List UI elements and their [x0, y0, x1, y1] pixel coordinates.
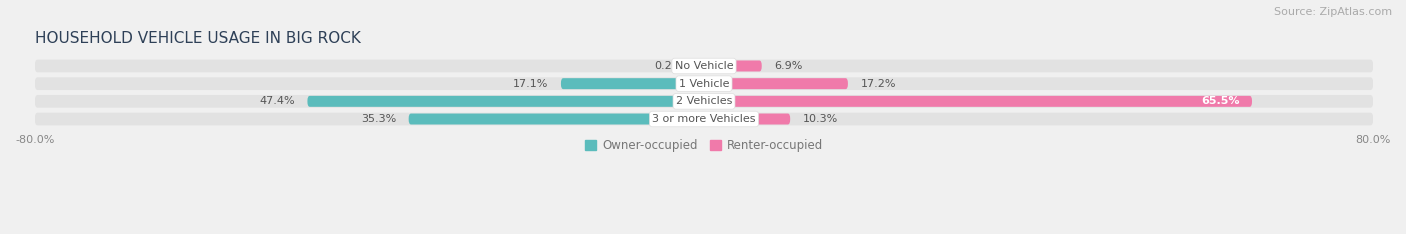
Text: 47.4%: 47.4%	[259, 96, 295, 106]
Text: 2 Vehicles: 2 Vehicles	[676, 96, 733, 106]
FancyBboxPatch shape	[35, 95, 1374, 108]
Text: 3 or more Vehicles: 3 or more Vehicles	[652, 114, 756, 124]
Text: 1 Vehicle: 1 Vehicle	[679, 79, 730, 89]
FancyBboxPatch shape	[308, 96, 704, 107]
FancyBboxPatch shape	[35, 77, 1374, 90]
Text: 17.2%: 17.2%	[860, 79, 896, 89]
Text: 0.25%: 0.25%	[654, 61, 689, 71]
FancyBboxPatch shape	[702, 61, 704, 71]
Text: 17.1%: 17.1%	[513, 79, 548, 89]
Text: 35.3%: 35.3%	[361, 114, 396, 124]
Text: 65.5%: 65.5%	[1201, 96, 1240, 106]
Text: 10.3%: 10.3%	[803, 114, 838, 124]
FancyBboxPatch shape	[35, 60, 1374, 72]
Text: 6.9%: 6.9%	[775, 61, 803, 71]
Legend: Owner-occupied, Renter-occupied: Owner-occupied, Renter-occupied	[579, 134, 828, 157]
FancyBboxPatch shape	[704, 96, 1251, 107]
FancyBboxPatch shape	[35, 113, 1374, 125]
FancyBboxPatch shape	[409, 113, 704, 124]
Text: No Vehicle: No Vehicle	[675, 61, 734, 71]
FancyBboxPatch shape	[561, 78, 704, 89]
FancyBboxPatch shape	[704, 78, 848, 89]
Text: HOUSEHOLD VEHICLE USAGE IN BIG ROCK: HOUSEHOLD VEHICLE USAGE IN BIG ROCK	[35, 31, 360, 46]
FancyBboxPatch shape	[704, 61, 762, 71]
Text: Source: ZipAtlas.com: Source: ZipAtlas.com	[1274, 7, 1392, 17]
FancyBboxPatch shape	[704, 113, 790, 124]
